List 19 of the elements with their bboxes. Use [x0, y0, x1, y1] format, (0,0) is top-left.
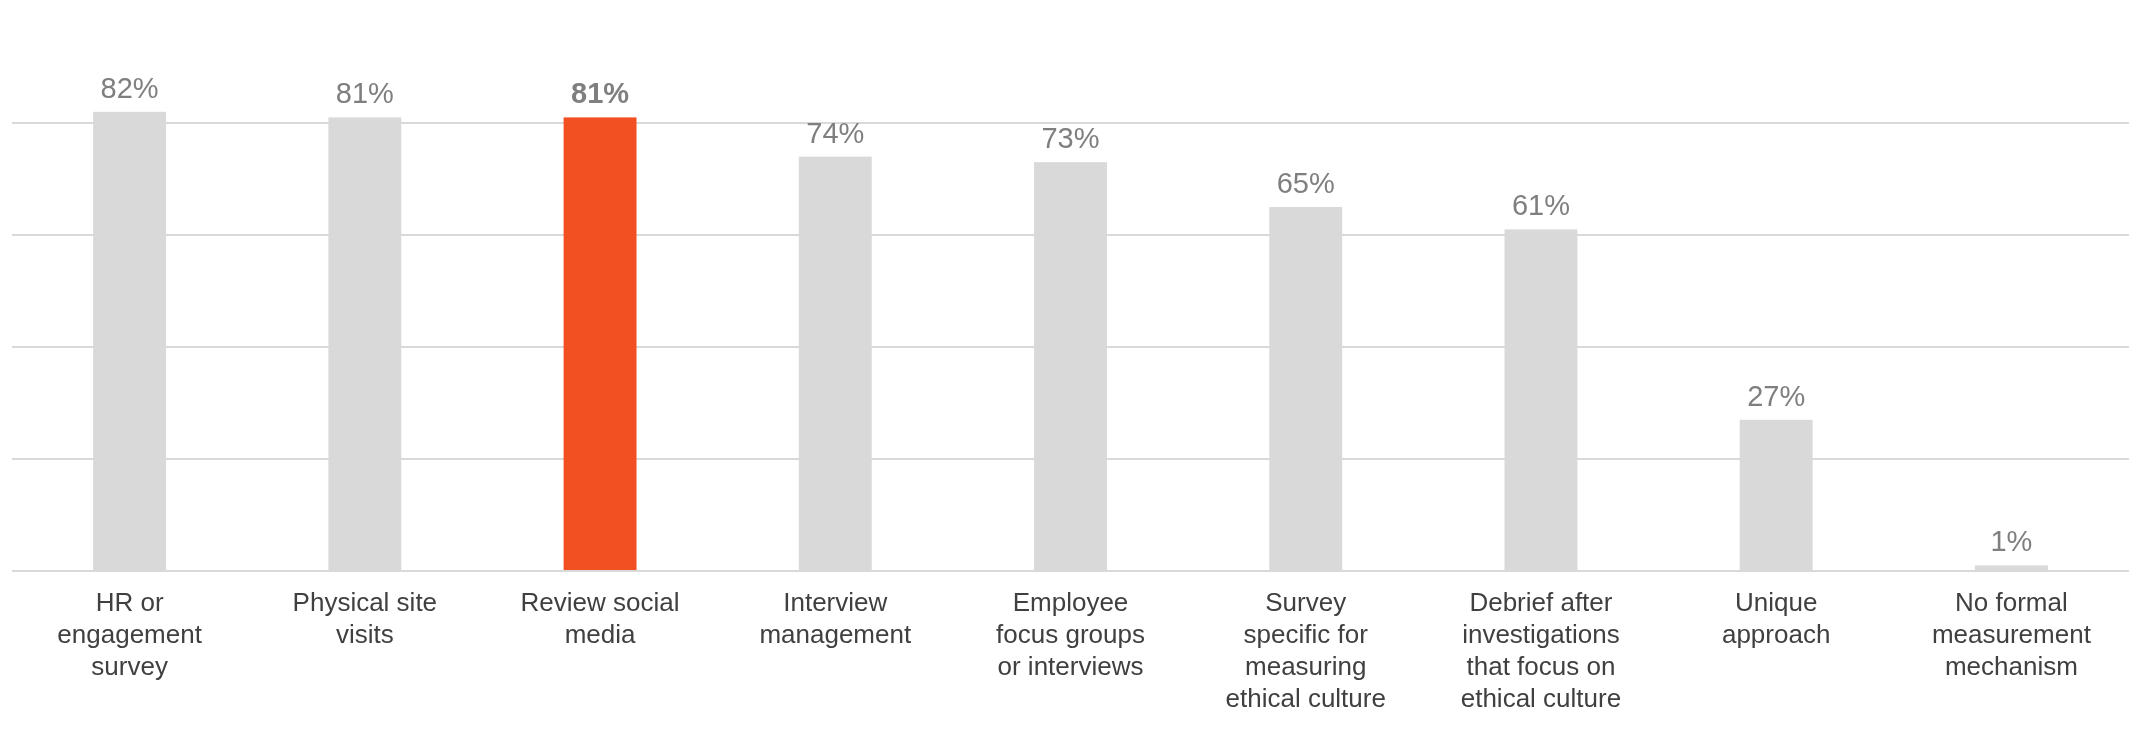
data-label: 81%: [335, 77, 394, 110]
data-label: 65%: [1276, 167, 1335, 199]
x-tick-label: Survey specific for measuring ethical culture: [1225, 587, 1386, 713]
x-tick-label: Interview management: [759, 587, 912, 649]
x-tick-label: Unique approach: [1721, 587, 1831, 649]
data-label: 74%: [806, 116, 865, 149]
data-label: 27%: [1747, 379, 1806, 412]
x-tick-label: Debrief after investigations that focus on ethical culture: [1460, 587, 1622, 713]
x-tick-label: Employee focus groups or interviews: [996, 587, 1145, 681]
x-tick-label: Review social media: [520, 587, 680, 649]
data-label: 81%: [571, 77, 630, 110]
data-label: 73%: [1041, 122, 1100, 155]
x-tick-label: HR or engagement survey: [57, 587, 203, 681]
data-label: 1%: [1990, 525, 2033, 558]
x-tick-label: Physical site visits: [292, 587, 438, 649]
x-tick-label: No formal measurement mechanism: [1931, 587, 2092, 681]
data-label: 61%: [1511, 189, 1570, 222]
bar: [563, 117, 637, 571]
data-label: 82%: [100, 71, 159, 104]
